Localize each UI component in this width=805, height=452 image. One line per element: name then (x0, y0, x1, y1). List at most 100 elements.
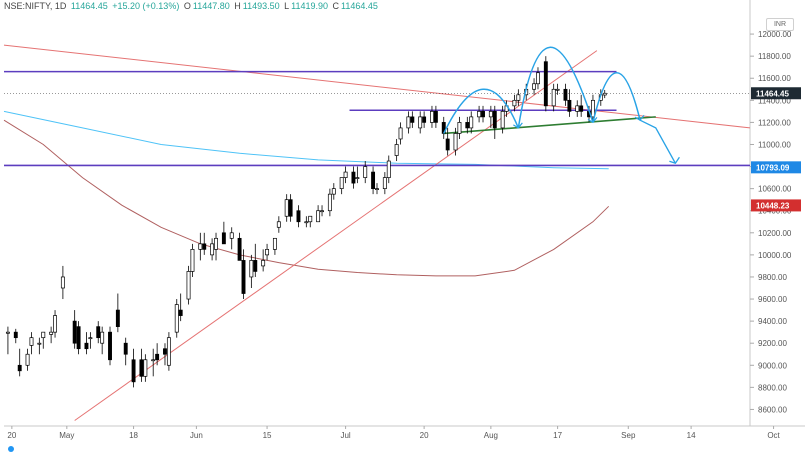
y-tick-label: 8600.00 (758, 405, 787, 414)
candle-body (555, 88, 560, 91)
candle-body (327, 193, 332, 212)
price-change: +15.20 (+0.13%) (112, 1, 180, 11)
candle-body (406, 116, 411, 129)
pattern-arc (592, 72, 641, 123)
arc-arrowhead (513, 122, 523, 129)
y-tick-label: 9200.00 (758, 339, 787, 348)
candle-body (37, 342, 42, 345)
candle-body (190, 249, 195, 272)
candle-body (261, 260, 266, 267)
candle-body (371, 171, 376, 189)
candle-body (210, 243, 215, 256)
arc-arrowhead (634, 114, 645, 121)
candle-body (422, 116, 427, 123)
price-label-text: 10448.23 (756, 201, 790, 210)
candle-body (536, 72, 540, 85)
x-tick-label: 17 (553, 431, 562, 440)
candle-body (590, 99, 595, 118)
price-label-box (751, 199, 801, 212)
candle-body (29, 337, 34, 346)
high-value: 11493.50 (242, 1, 280, 11)
y-tick-label: 11600.00 (758, 74, 791, 83)
candle-body (151, 359, 156, 362)
candle-body (276, 221, 281, 228)
candle-body (53, 315, 57, 333)
close-label: C (332, 1, 340, 11)
candle-body (296, 210, 301, 223)
candle-body (375, 188, 379, 190)
candle-body (253, 260, 258, 272)
candle-body (563, 88, 568, 101)
candle-body (579, 105, 584, 112)
candle-body (394, 144, 399, 156)
open-value: 11447.80 (192, 1, 230, 11)
candle-body (516, 94, 521, 101)
candle-body (72, 320, 77, 344)
y-tick-label: 11000.00 (758, 140, 791, 149)
candle-body (410, 116, 415, 123)
x-tick-label: 14 (687, 431, 696, 440)
candle-body (265, 249, 270, 256)
candle-body (500, 111, 505, 129)
y-tick-label: 9000.00 (758, 361, 787, 370)
y-tick-label: 8800.00 (758, 383, 787, 392)
candle-body (115, 309, 120, 327)
candle-body (49, 331, 54, 335)
candle-body (304, 221, 309, 224)
trend-line-support (74, 50, 598, 421)
pattern-arc (443, 88, 520, 134)
candle-body (123, 342, 128, 355)
candle-body (602, 92, 607, 96)
y-tick-label: 9600.00 (758, 295, 787, 304)
candle-body (17, 364, 22, 372)
candle-body (186, 271, 191, 300)
high-label: H (234, 1, 241, 11)
x-tick-label: 18 (129, 431, 138, 440)
candle-body (355, 177, 360, 179)
x-tick-label: May (59, 431, 74, 440)
open-label: O (183, 1, 191, 11)
y-tick-label: 9800.00 (758, 273, 787, 282)
x-tick-label: Aug (484, 431, 498, 440)
candle-body (316, 210, 321, 223)
y-tick-label: 11800.00 (758, 52, 791, 61)
candle-body (512, 99, 517, 107)
candle-body (575, 105, 580, 112)
plot-background (4, 0, 750, 426)
candle-body (398, 127, 403, 140)
currency-badge[interactable]: INR (766, 18, 794, 31)
candle-body (221, 232, 226, 245)
moving-average-line (3, 119, 610, 277)
candle-body (25, 353, 30, 366)
candle-body (41, 331, 46, 339)
indicator-dot-icon[interactable] (8, 446, 14, 452)
candle-body (433, 111, 438, 123)
candle-body (202, 243, 207, 250)
last-price: 11464.45 (70, 1, 108, 11)
x-tick-label: 15 (263, 431, 272, 440)
trend-line-resistance (3, 44, 751, 129)
candle-body (469, 116, 474, 129)
x-tick-label: 20 (420, 431, 429, 440)
candle-body (288, 199, 293, 217)
candle-body (174, 304, 179, 333)
candle-body (229, 232, 234, 239)
candle-body (567, 99, 572, 112)
candle-body (139, 359, 144, 377)
candle-body (492, 111, 497, 129)
candle-body (272, 237, 277, 250)
candle-body (76, 326, 81, 350)
candle-body (84, 342, 89, 350)
neckline (443, 116, 656, 135)
candle-body (13, 331, 18, 339)
candle-body (320, 210, 324, 213)
x-tick-label: Oct (767, 431, 780, 440)
candle-body (241, 260, 246, 294)
candle-body (453, 133, 458, 151)
projection-arrow (639, 119, 676, 164)
symbol-label: NSE:NIFTY, 1D (4, 1, 67, 11)
low-value: 11419.90 (291, 1, 329, 11)
candle-body (308, 215, 313, 223)
